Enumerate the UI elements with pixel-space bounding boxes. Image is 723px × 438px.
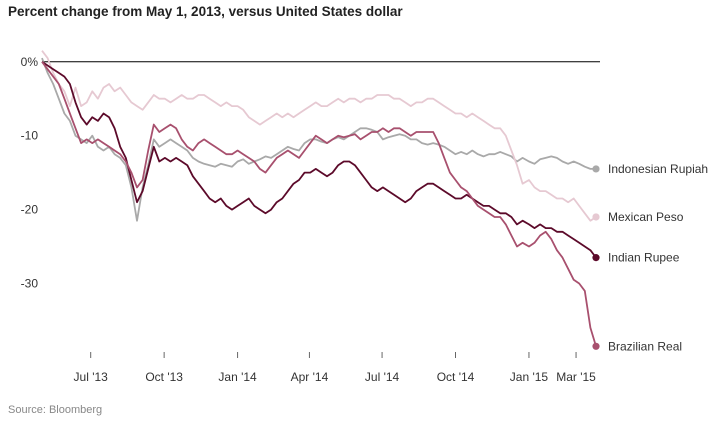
x-tick-label: Jan '15 (510, 370, 549, 384)
series-end-marker (592, 165, 600, 173)
series-label: Brazilian Real (608, 339, 682, 353)
x-tick-label: Mar '15 (556, 370, 596, 384)
series-layer (41, 50, 600, 350)
y-tick-label: -20 (21, 203, 39, 217)
axis-layer: 0% -10 -20 -30 Jul '13 Oct '13 Jan '14 Apr '14 J… (21, 55, 600, 384)
series-label: Indian Rupee (608, 251, 680, 265)
series-line (41, 50, 597, 222)
x-tick-label: Jul '13 (74, 370, 109, 384)
source-note: Source: Bloomberg (8, 404, 103, 416)
series-line (41, 61, 597, 259)
series-line (41, 61, 597, 347)
series-label: Mexican Peso (608, 210, 684, 224)
x-tick-label: Apr '14 (291, 370, 329, 384)
y-tick-label: -10 (21, 129, 39, 143)
x-tick-label: Jul '14 (365, 370, 400, 384)
y-tick-label: -30 (21, 276, 39, 290)
x-tick-label: Jan '14 (218, 370, 257, 384)
x-tick-label: Oct '14 (437, 370, 475, 384)
series-end-marker (592, 213, 600, 221)
x-tick-label: Oct '13 (145, 370, 183, 384)
series-end-marker (592, 342, 600, 350)
series-end-marker (592, 254, 600, 262)
y-tick-label: 0% (21, 55, 39, 69)
series-line (41, 57, 596, 222)
chart-title: Percent change from May 1, 2013, versus … (8, 4, 403, 19)
label-layer: Indonesian Rupiah Mexican Peso Indian Rupe… (608, 162, 708, 353)
series-label: Indonesian Rupiah (608, 162, 708, 176)
